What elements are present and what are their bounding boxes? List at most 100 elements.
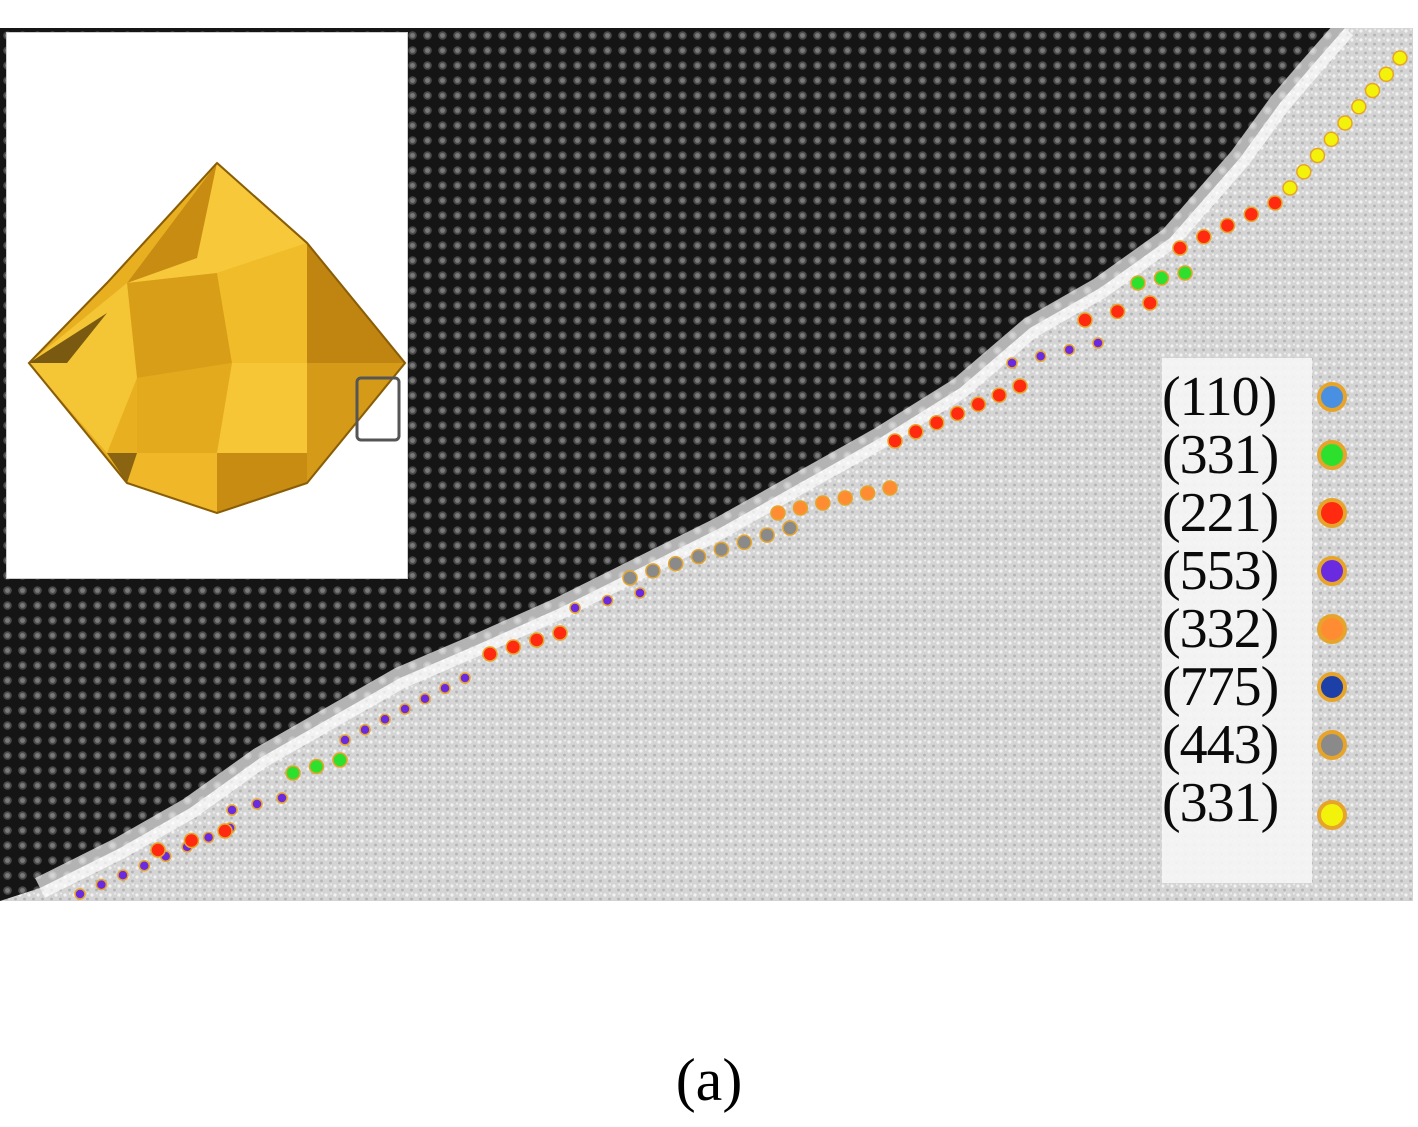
- red-atom-dot: [150, 842, 166, 858]
- purple-atom-dot: [251, 798, 263, 810]
- orange-atom-dot: [837, 490, 853, 506]
- purple-atom-dot: [1063, 343, 1076, 356]
- green-atom-dot: [332, 752, 348, 768]
- legend-row: (110): [1162, 368, 1347, 426]
- yellow-atom-dot: [1296, 164, 1312, 180]
- red-atom-dot: [183, 832, 200, 849]
- red-atom-dot: [1172, 240, 1188, 256]
- purple-atom-dot: [1006, 357, 1018, 369]
- red-atom-dot: [991, 387, 1007, 403]
- red-atom-dot: [482, 646, 498, 662]
- legend-label: (443): [1162, 714, 1279, 776]
- gray-atom-dot: [645, 563, 661, 579]
- red-atom-dot: [908, 424, 924, 440]
- purple-atom-dot: [569, 602, 581, 614]
- yellow-atom-dot: [1351, 99, 1367, 115]
- legend-row: (443): [1162, 716, 1347, 774]
- red-atom-dot: [1196, 229, 1212, 245]
- gray-atom-dot: [1317, 730, 1347, 760]
- red-atom-dot: [1012, 378, 1028, 394]
- red-atom-dot: [552, 625, 568, 641]
- legend-label: (221): [1162, 482, 1279, 544]
- green-atom-dot: [1130, 275, 1146, 291]
- orange-atom-dot: [770, 505, 786, 521]
- gray-atom-dot: [782, 520, 798, 536]
- red-atom-dot: [887, 433, 903, 449]
- facet-legend: (110) (331) (221) (553) (332) (775) (443) (331): [1162, 358, 1347, 883]
- dark-blue-atom-dot: [1317, 672, 1347, 702]
- red-atom-dot: [1142, 295, 1158, 311]
- green-atom-dot: [1177, 265, 1193, 281]
- orange-atom-dot: [882, 480, 898, 496]
- purple-atom-dot: [1317, 556, 1347, 586]
- red-atom-dot: [1267, 195, 1283, 211]
- purple-atom-dot: [379, 713, 391, 726]
- yellow-atom-dot: [1282, 180, 1298, 196]
- purple-atom-dot: [339, 734, 351, 746]
- orange-atom-dot: [792, 500, 809, 516]
- red-atom-dot: [217, 823, 233, 839]
- green-atom-dot: [1153, 270, 1170, 286]
- legend-label: (553): [1162, 540, 1279, 602]
- purple-atom-dot: [202, 831, 215, 844]
- gray-atom-dot: [622, 570, 638, 586]
- red-atom-dot: [1317, 498, 1347, 528]
- legend-label: (332): [1162, 598, 1279, 660]
- gray-atom-dot: [736, 534, 753, 551]
- gray-atom-dot: [667, 555, 684, 572]
- purple-atom-dot: [399, 703, 411, 715]
- red-atom-dot: [1077, 312, 1093, 328]
- purple-atom-dot: [138, 859, 151, 872]
- yellow-atom-dot: [1364, 82, 1381, 99]
- purple-atom-dot: [1092, 337, 1104, 349]
- legend-row: (221): [1162, 484, 1347, 542]
- nanocrystal-model-icon: [27, 161, 407, 515]
- panel-label: (a): [675, 1047, 743, 1113]
- legend-row: (331): [1162, 774, 1347, 832]
- nanocrystal-inset: [6, 32, 408, 579]
- light-blue-atom-dot: [1317, 382, 1347, 412]
- purple-atom-dot: [1034, 350, 1047, 363]
- legend-row: (553): [1162, 542, 1347, 600]
- purple-atom-dot: [634, 587, 646, 599]
- legend-label: (331): [1162, 424, 1279, 486]
- yellow-atom-dot: [1309, 147, 1326, 164]
- red-atom-dot: [970, 396, 987, 413]
- purple-atom-dot: [419, 692, 431, 705]
- selection-box: [355, 376, 401, 442]
- yellow-atom-dot: [1323, 131, 1340, 148]
- purple-atom-dot: [439, 682, 451, 695]
- legend-row: (775): [1162, 658, 1347, 716]
- purple-atom-dot: [359, 723, 371, 736]
- gray-atom-dot: [713, 541, 730, 558]
- red-atom-dot: [1109, 303, 1126, 320]
- purple-atom-dot: [74, 888, 86, 900]
- red-atom-dot: [1219, 217, 1236, 234]
- purple-atom-dot: [601, 594, 614, 607]
- legend-row: (331): [1162, 426, 1347, 484]
- legend-label: (331): [1162, 772, 1279, 834]
- legend-row: (332): [1162, 600, 1347, 658]
- red-atom-dot: [949, 405, 966, 422]
- red-atom-dot: [505, 639, 522, 655]
- green-atom-dot: [1317, 440, 1347, 470]
- surface-atom-dots: [74, 50, 1408, 900]
- orange-atom-dot: [815, 495, 831, 511]
- purple-atom-dot: [117, 869, 129, 881]
- gray-atom-dot: [690, 548, 707, 565]
- yellow-atom-dot: [1378, 66, 1395, 83]
- crystal-edge-bright: [35, 28, 1354, 898]
- purple-atom-dot: [95, 878, 108, 891]
- red-atom-dot: [928, 414, 945, 431]
- purple-atom-dot: [226, 804, 238, 816]
- gray-atom-dot: [759, 527, 775, 543]
- legend-label: (775): [1162, 656, 1279, 718]
- yellow-atom-dot: [1317, 800, 1347, 830]
- green-atom-dot: [285, 765, 301, 781]
- orange-atom-dot: [1317, 614, 1347, 644]
- yellow-atom-dot: [1337, 115, 1353, 131]
- purple-atom-dot: [276, 792, 288, 804]
- purple-atom-dot: [459, 672, 471, 684]
- yellow-atom-dot: [1392, 50, 1408, 66]
